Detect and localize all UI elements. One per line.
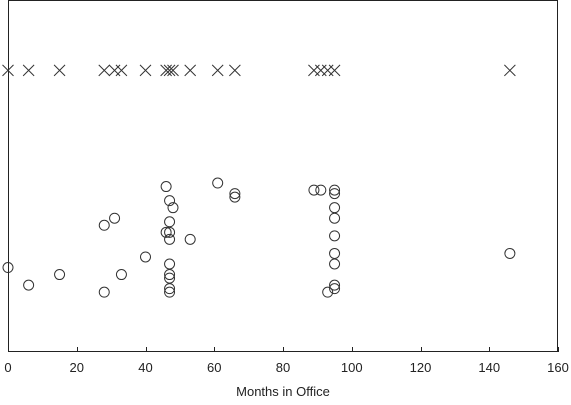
circle-marker-point (329, 184, 341, 196)
circle-marker-point (315, 184, 327, 196)
circle-marker-point (23, 279, 35, 291)
x-tick-label: 160 (547, 360, 569, 375)
circle-marker-point (229, 188, 241, 200)
circle-marker-point (164, 258, 176, 270)
x-marker-point (98, 64, 111, 77)
circle-marker-point (167, 202, 179, 214)
circle-marker-point (98, 286, 110, 298)
circle-marker-point (329, 258, 341, 270)
x-tick-label: 0 (4, 360, 11, 375)
x-marker-point (211, 64, 224, 77)
circle-marker-point (504, 247, 516, 259)
circle-marker-point (308, 184, 320, 196)
x-marker-point (308, 64, 320, 77)
circle-marker-point (54, 269, 66, 281)
circle-marker-point (160, 181, 172, 193)
circle-marker-point (164, 272, 176, 284)
x-tick-label: 80 (276, 360, 290, 375)
circle-marker-point (329, 202, 341, 214)
x-marker-point (139, 64, 152, 77)
circle-marker-point (229, 191, 241, 203)
circle-marker-point (329, 212, 341, 224)
circle-marker-point (184, 233, 196, 245)
circle-marker-point (164, 233, 176, 245)
circle-marker-point (329, 283, 341, 295)
x-tick-label: 20 (70, 360, 84, 375)
x-marker-point (115, 64, 128, 77)
x-axis-label: Months in Office (236, 384, 330, 399)
circle-marker-point (322, 286, 334, 298)
circle-marker-point (164, 226, 176, 238)
circle-marker-point (212, 177, 224, 189)
circle-marker-point (164, 283, 176, 295)
circle-marker-point (329, 230, 341, 242)
plot-area-frame (8, 0, 558, 352)
x-marker-point (229, 64, 241, 77)
x-marker-point (328, 64, 341, 77)
circle-marker-point (164, 269, 176, 281)
circle-marker-point (329, 279, 341, 291)
circle-marker-point (140, 251, 151, 263)
circle-marker-point (160, 226, 172, 238)
x-marker-point (167, 64, 179, 77)
x-marker-point (2, 64, 14, 77)
x-tick-label: 60 (207, 360, 221, 375)
x-marker-point (163, 64, 176, 77)
x-tick-label: 40 (138, 360, 152, 375)
circle-marker-point (115, 269, 127, 281)
x-marker-point (53, 64, 66, 77)
circle-marker-point (329, 188, 341, 200)
circle-marker-point (2, 262, 14, 274)
x-marker-point (184, 64, 197, 77)
circle-marker-point (98, 219, 110, 231)
x-axis-ticks: 0 20 40 60 80 100 120 140 160 (4, 347, 569, 375)
data-points (2, 64, 516, 298)
circle-marker-point (164, 195, 176, 207)
x-tick-label: 140 (478, 360, 500, 375)
circle-marker-point (329, 247, 341, 259)
x-marker-point (504, 64, 516, 77)
x-tick-label: 100 (341, 360, 363, 375)
circle-marker-point (164, 216, 176, 228)
x-marker-point (108, 64, 121, 77)
x-marker-point (314, 64, 327, 77)
circle-marker-point (164, 286, 176, 298)
x-marker-point (321, 64, 334, 77)
x-marker-point (22, 64, 35, 77)
x-tick-label: 120 (410, 360, 432, 375)
circle-marker-point (109, 212, 121, 224)
